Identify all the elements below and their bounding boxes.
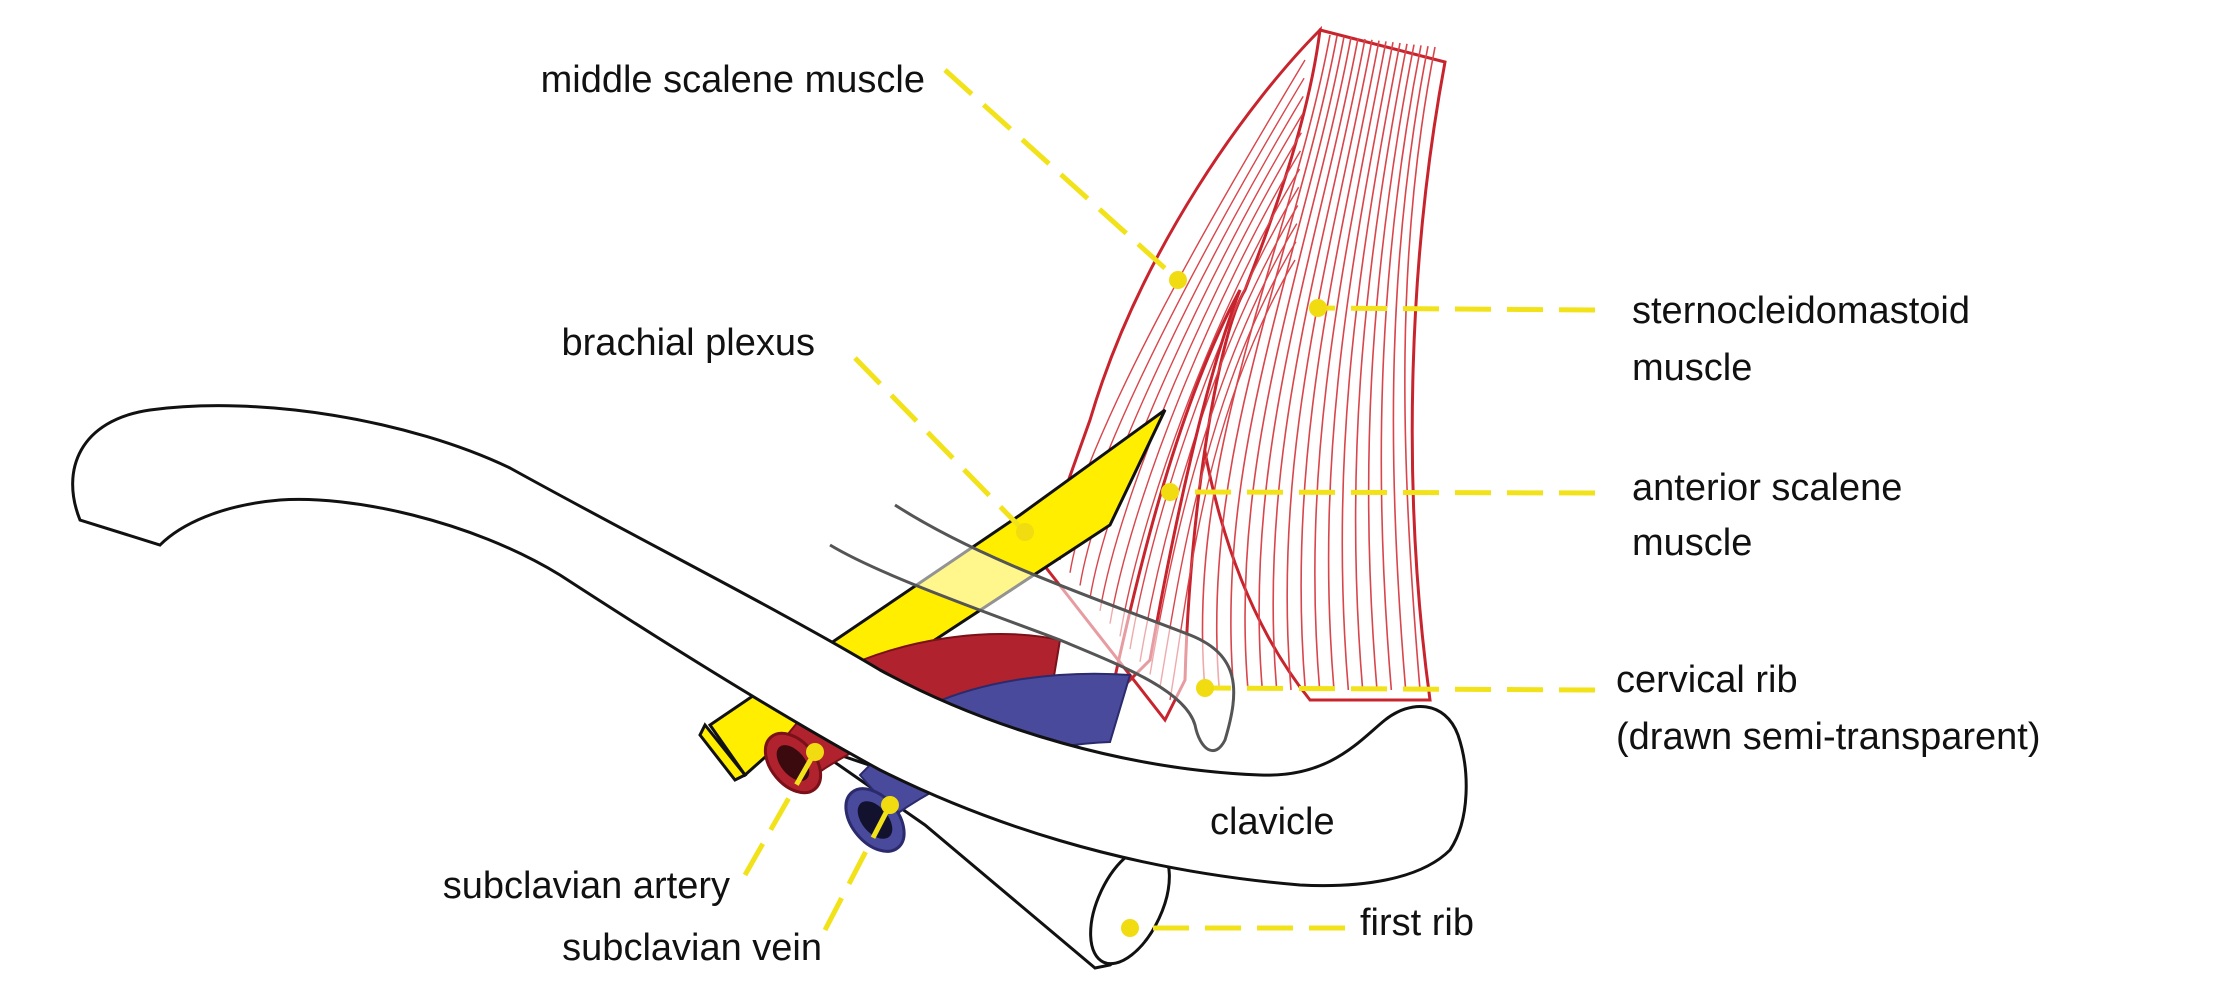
muscle-fiber [1215,35,1338,691]
clavicle-label: clavicle [1210,801,1335,843]
labels: middle scalene muscle brachial plexus st… [443,59,2041,969]
clavicle-shape [71,404,1468,888]
subclavian-artery-label: subclavian artery [443,865,730,907]
leader-lines [742,68,1596,937]
muscle-fiber [1327,42,1394,691]
brachial-plexus-leader [853,356,1027,534]
cervical-rib-shape [829,503,1236,753]
subclavian-artery-leader [742,750,818,877]
anterior-scalene-leader-dot [1161,483,1179,501]
muscle-fiber [1230,36,1345,691]
brachial-plexus-leader-dot [1016,523,1034,541]
muscle-fiber [1201,34,1331,691]
muscle-fiber [1300,40,1380,691]
middle-scalene-leader-dot [1169,271,1187,289]
muscle-fiber [1089,114,1303,599]
muscle-fiber [1244,37,1352,691]
muscle-fiber [1119,168,1301,637]
sternocleidomastoid-leader-dot [1309,299,1327,317]
muscle-fibers [1059,34,1436,701]
subclavian-artery-leader-dot [806,743,824,761]
muscle-fiber [1272,38,1366,691]
first-rib-leader-dot [1121,919,1139,937]
muscle-fiber [1392,46,1429,691]
muscle-fiber [1404,46,1436,691]
muscle-fiber [1286,39,1373,691]
middle-scalene-muscle-shape [1038,25,1323,723]
sternocleidomastoid-label: sternocleidomastoid muscle [1632,290,1981,389]
anterior-scalene-leader [1169,489,1596,496]
sternocleidomastoid-leader [1317,305,1596,313]
muscle-fiber [1099,132,1302,612]
subclavian-vein-leader [822,803,893,932]
muscle-fiber [1380,45,1422,691]
brachial-plexus-label: brachial plexus [562,322,815,364]
muscle-fiber [1109,150,1302,624]
muscle-fiber [1258,38,1359,691]
muscle-group [1038,25,1447,723]
muscle-fiber [1354,43,1408,691]
anterior-scalene-label: anterior scalene muscle [1632,467,1913,564]
muscle-fiber [1314,41,1387,691]
cervical-rib-label: cervical rib (drawn semi-transparent) [1616,659,2040,758]
subclavian-vein-leader-dot [881,796,899,814]
muscle-fiber [1367,44,1415,691]
cervical-rib-leader-dot [1196,679,1214,697]
muscle-fiber [1341,42,1401,691]
middle-scalene-leader [943,68,1180,282]
muscle-fiber [1129,186,1300,650]
middle-scalene-label: middle scalene muscle [541,59,925,101]
first-rib-label: first rib [1360,902,1474,944]
subclavian-vein-label: subclavian vein [562,927,822,969]
cervical-rib-leader [1204,685,1596,693]
